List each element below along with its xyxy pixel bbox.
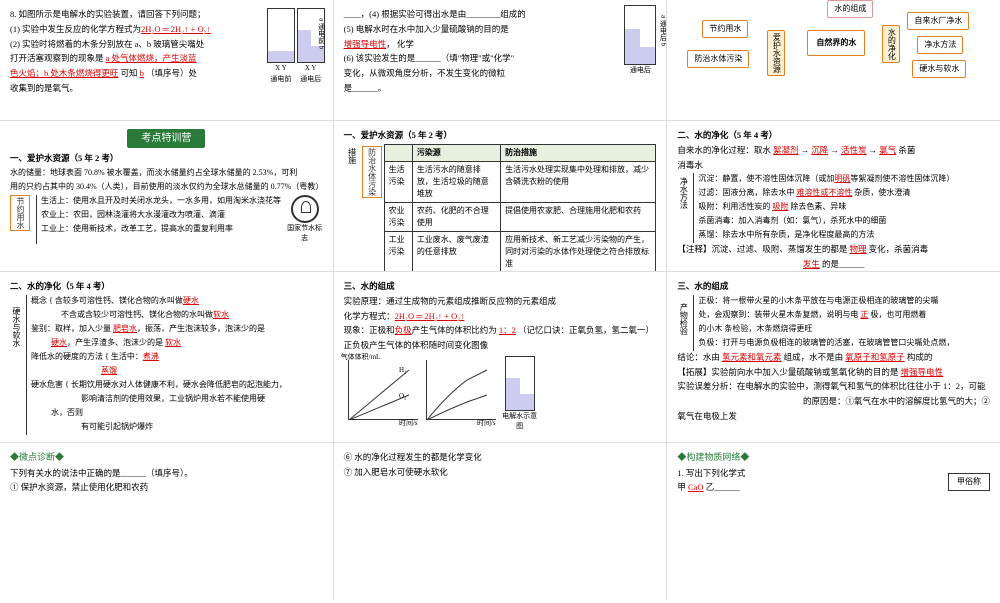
- svg-text:O₂: O₂: [399, 392, 407, 400]
- cell-6: 二、水的净化（5 年 4 考） 自来水的净化过程：取水 絮凝剂 → 沉降 → 活…: [667, 121, 1000, 271]
- cell-8: 三、水的组成 实验原理：通过生成物的元素组成推断反应物的元素组成 化学方程式：2…: [334, 272, 667, 442]
- cell-3-mindmap: 自然界的水 水的组成 节约用水 防治水体污染 自来水厂净水 净水方法 硬水与软水…: [667, 0, 1000, 120]
- charts: 气体体积/mLH₂O₂时间/s 时间/s 电解水示意图: [344, 356, 657, 432]
- cell-12: ◆构建物质网络◆ 1. 写出下列化学式 甲 CaO 乙______ 甲俗称: [667, 443, 1000, 603]
- cell-1: 8. 如图所示是电解水的实验装置，请回答下列问题； (1) 实验中发生反应的化学…: [0, 0, 333, 120]
- cell-11: ⑥ 水的净化过程发生的都是化学变化 ⑦ 加入肥皂水可使硬水软化: [334, 443, 667, 603]
- cell-7: 二、水的净化（5 年 4 考） 硬水与软水 概念 { 含较多可溶性钙、镁化合物的…: [0, 272, 333, 442]
- svg-text:H₂: H₂: [399, 366, 407, 374]
- cell-2: ____，(4) 根据实验可得出水是由________组成的 (5) 电解水时在…: [334, 0, 667, 120]
- cell-10: ◆微点诊断◆ 下列有关水的说法中正确的是______（填序号）。 ① 保护水资源…: [0, 443, 333, 603]
- tubes: X Y通电前 X Y通电后 a 通电前 b: [267, 8, 325, 84]
- cell-4: 考点特训营 一、爱护水资源（5 年 2 考） 水的储量：地球表面 70.8% 被…: [0, 121, 333, 271]
- cell-9: 三、水的组成 产物检验 正极：将一根带火星的小木条平放在与电源正极相连的玻璃管的…: [667, 272, 1000, 442]
- tube2: 通电后 a 通电后 b: [624, 5, 656, 76]
- cell-5: 一、爱护水资源（5 年 2 考） 措施 防治水体污染 污染源防治措施 生活污染生…: [334, 121, 667, 271]
- pollution-table: 污染源防治措施 生活污染生活污水的随意排放，生活垃圾的随意堆放生活污水处理实现集…: [384, 144, 657, 271]
